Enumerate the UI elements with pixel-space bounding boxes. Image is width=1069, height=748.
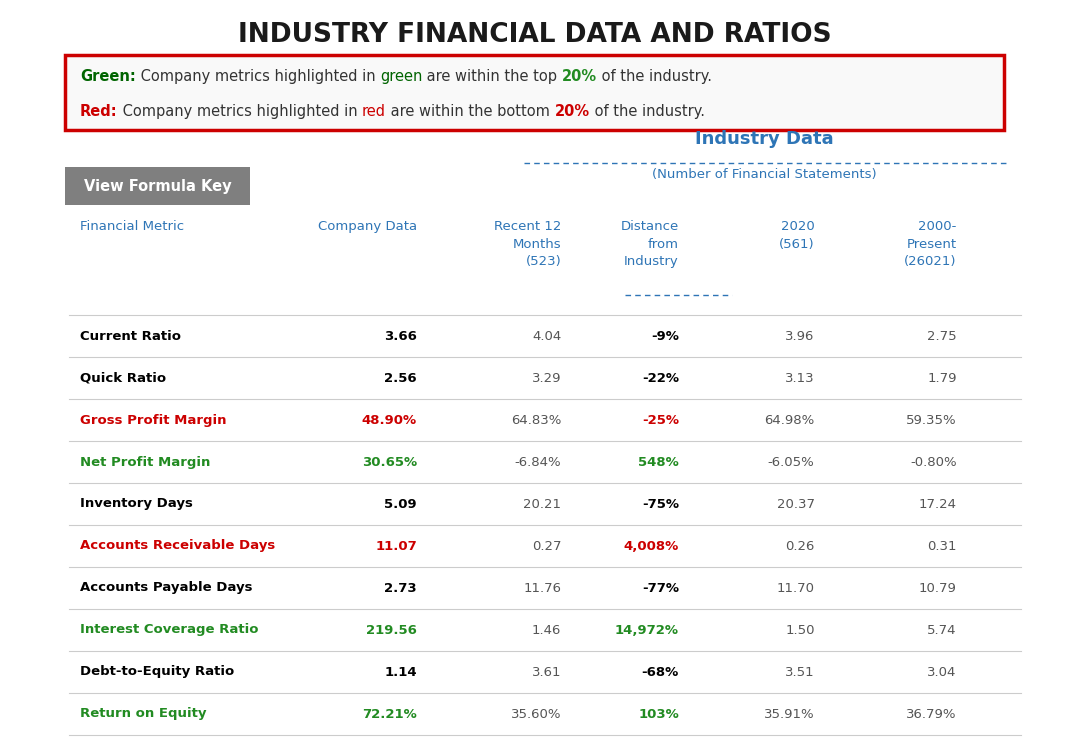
Text: -68%: -68% <box>641 666 679 678</box>
Text: 20%: 20% <box>555 104 589 119</box>
Text: 3.66: 3.66 <box>384 330 417 343</box>
Text: Green:: Green: <box>80 69 136 84</box>
Text: 35.91%: 35.91% <box>764 708 815 720</box>
Text: 59.35%: 59.35% <box>907 414 957 426</box>
Text: 3.61: 3.61 <box>531 666 561 678</box>
Text: View Formula Key: View Formula Key <box>83 179 231 194</box>
Text: 10.79: 10.79 <box>919 581 957 595</box>
Text: 2.56: 2.56 <box>384 372 417 384</box>
Text: -77%: -77% <box>641 581 679 595</box>
Text: 35.60%: 35.60% <box>511 708 561 720</box>
Text: 48.90%: 48.90% <box>361 414 417 426</box>
Text: 17.24: 17.24 <box>918 497 957 510</box>
Text: Current Ratio: Current Ratio <box>80 330 181 343</box>
Text: 2000-
Present
(26021): 2000- Present (26021) <box>904 220 957 268</box>
Text: Recent 12
Months
(523): Recent 12 Months (523) <box>494 220 561 268</box>
Text: 36.79%: 36.79% <box>907 708 957 720</box>
Text: Gross Profit Margin: Gross Profit Margin <box>80 414 227 426</box>
Text: 0.26: 0.26 <box>786 539 815 553</box>
Text: Inventory Days: Inventory Days <box>80 497 193 510</box>
Text: 72.21%: 72.21% <box>362 708 417 720</box>
Text: Interest Coverage Ratio: Interest Coverage Ratio <box>80 624 259 637</box>
Text: 1.46: 1.46 <box>532 624 561 637</box>
Text: 4,008%: 4,008% <box>623 539 679 553</box>
Text: -25%: -25% <box>641 414 679 426</box>
Text: 3.04: 3.04 <box>928 666 957 678</box>
Text: 219.56: 219.56 <box>366 624 417 637</box>
Text: 2.73: 2.73 <box>384 581 417 595</box>
Text: 3.13: 3.13 <box>785 372 815 384</box>
Text: Net Profit Margin: Net Profit Margin <box>80 456 211 468</box>
Text: red: red <box>362 104 386 119</box>
Text: 20.37: 20.37 <box>776 497 815 510</box>
Text: 11.76: 11.76 <box>523 581 561 595</box>
Text: 548%: 548% <box>638 456 679 468</box>
Text: are within the top: are within the top <box>422 69 562 84</box>
Text: 2.75: 2.75 <box>927 330 957 343</box>
Text: 2020
(561): 2020 (561) <box>779 220 815 251</box>
Text: 5.09: 5.09 <box>384 497 417 510</box>
Text: 3.29: 3.29 <box>531 372 561 384</box>
Text: Company metrics highlighted in: Company metrics highlighted in <box>136 69 379 84</box>
FancyBboxPatch shape <box>65 167 250 205</box>
Text: -9%: -9% <box>651 330 679 343</box>
Text: Accounts Payable Days: Accounts Payable Days <box>80 581 252 595</box>
Text: -0.80%: -0.80% <box>910 456 957 468</box>
Text: Return on Equity: Return on Equity <box>80 708 206 720</box>
Text: Financial Metric: Financial Metric <box>80 220 184 233</box>
Text: 1.50: 1.50 <box>785 624 815 637</box>
Text: 64.98%: 64.98% <box>764 414 815 426</box>
Text: Industry Data: Industry Data <box>695 130 834 148</box>
Text: green: green <box>379 69 422 84</box>
Text: Debt-to-Equity Ratio: Debt-to-Equity Ratio <box>80 666 234 678</box>
Text: 20.21: 20.21 <box>523 497 561 510</box>
Text: -6.84%: -6.84% <box>514 456 561 468</box>
Text: are within the bottom: are within the bottom <box>386 104 555 119</box>
Text: 30.65%: 30.65% <box>361 456 417 468</box>
Text: 14,972%: 14,972% <box>615 624 679 637</box>
Text: 3.51: 3.51 <box>785 666 815 678</box>
Text: 3.96: 3.96 <box>786 330 815 343</box>
Text: 0.27: 0.27 <box>531 539 561 553</box>
Text: -22%: -22% <box>641 372 679 384</box>
Text: Red:: Red: <box>80 104 118 119</box>
Text: Company metrics highlighted in: Company metrics highlighted in <box>118 104 362 119</box>
Text: 11.07: 11.07 <box>375 539 417 553</box>
Text: 64.83%: 64.83% <box>511 414 561 426</box>
Text: INDUSTRY FINANCIAL DATA AND RATIOS: INDUSTRY FINANCIAL DATA AND RATIOS <box>237 22 832 48</box>
Text: 20%: 20% <box>562 69 598 84</box>
Text: 11.70: 11.70 <box>776 581 815 595</box>
Text: Company Data: Company Data <box>317 220 417 233</box>
Text: of the industry.: of the industry. <box>589 104 704 119</box>
Text: 1.14: 1.14 <box>384 666 417 678</box>
Text: -6.05%: -6.05% <box>768 456 815 468</box>
Text: of the industry.: of the industry. <box>598 69 712 84</box>
Text: Accounts Receivable Days: Accounts Receivable Days <box>80 539 276 553</box>
Text: Distance
from
Industry: Distance from Industry <box>621 220 679 268</box>
Text: 4.04: 4.04 <box>532 330 561 343</box>
Text: 103%: 103% <box>638 708 679 720</box>
Text: 1.79: 1.79 <box>927 372 957 384</box>
FancyBboxPatch shape <box>65 55 1004 130</box>
Text: 0.31: 0.31 <box>927 539 957 553</box>
Text: -75%: -75% <box>641 497 679 510</box>
Text: Quick Ratio: Quick Ratio <box>80 372 167 384</box>
Text: (Number of Financial Statements): (Number of Financial Statements) <box>652 168 877 181</box>
Text: 5.74: 5.74 <box>927 624 957 637</box>
